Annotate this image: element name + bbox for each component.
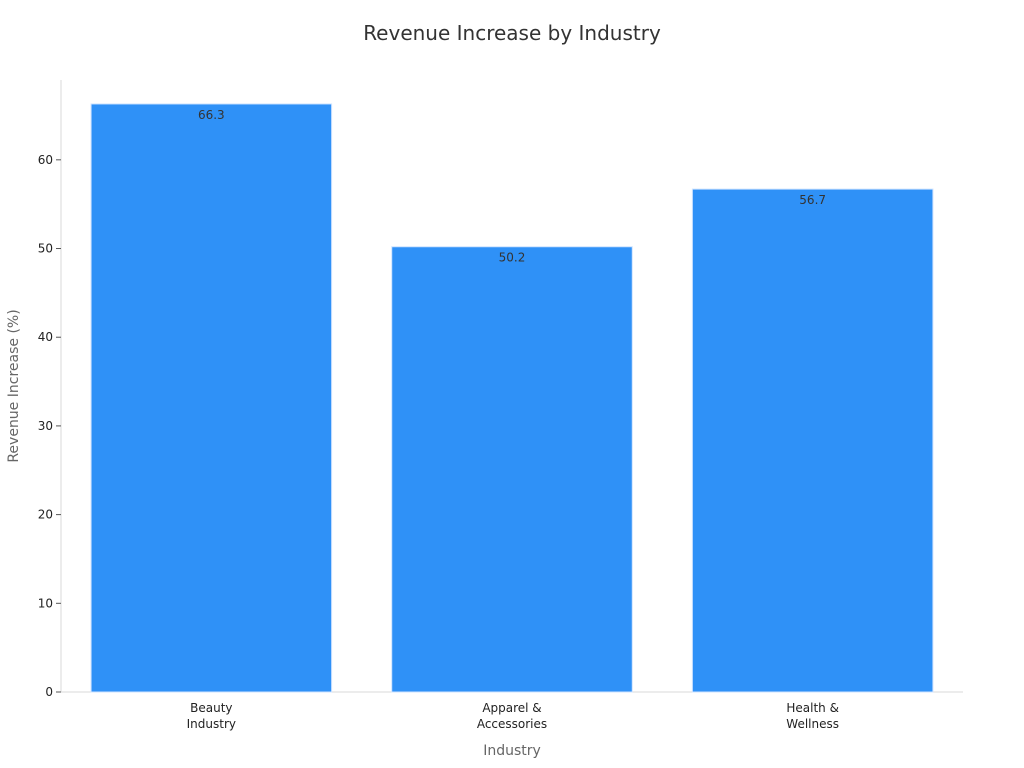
x-tick-label-2: Health & Wellness (786, 701, 839, 731)
x-tick-label-1: Apparel & Accessories (477, 701, 547, 731)
x-tick-label-line: Accessories (477, 717, 547, 731)
data-label-1: 50.2 (499, 251, 526, 265)
x-tick-label-line: Apparel & (482, 701, 541, 715)
chart-title: Revenue Increase by Industry (363, 21, 661, 45)
y-tick-label-1: 10 (38, 596, 53, 610)
y-tick-label-4: 40 (38, 330, 53, 344)
data-labels-group: 66.3 50.2 56.7 (198, 108, 826, 265)
bar-1 (391, 246, 633, 693)
x-tick-label-0: Beauty Industry (187, 701, 236, 731)
x-tick-label-line: Beauty (190, 701, 232, 715)
x-tick-label-line: Wellness (786, 717, 839, 731)
data-label-2: 56.7 (799, 193, 826, 207)
y-tick-label-5: 50 (38, 242, 53, 256)
bar-0 (90, 103, 333, 693)
bars-group (90, 103, 934, 693)
plot-area: 66.3 50.2 56.7 0 10 20 30 40 50 60 Beauty Industr… (38, 80, 963, 731)
y-tick-label-3: 30 (38, 419, 53, 433)
bar-2 (691, 188, 934, 693)
y-axis-title: Revenue Increase (%) (6, 309, 22, 462)
x-tick-label-line: Health & (786, 701, 839, 715)
y-tick-label-2: 20 (38, 508, 53, 522)
x-axis-title: Industry (483, 743, 541, 759)
data-label-0: 66.3 (198, 108, 225, 122)
y-ticks-group: 0 10 20 30 40 50 60 (38, 153, 61, 699)
x-ticks-group: Beauty Industry Apparel & Accessories Health… (187, 701, 839, 731)
y-tick-label-0: 0 (45, 685, 53, 699)
y-tick-label-6: 60 (38, 153, 53, 167)
x-tick-label-line: Industry (187, 717, 236, 731)
